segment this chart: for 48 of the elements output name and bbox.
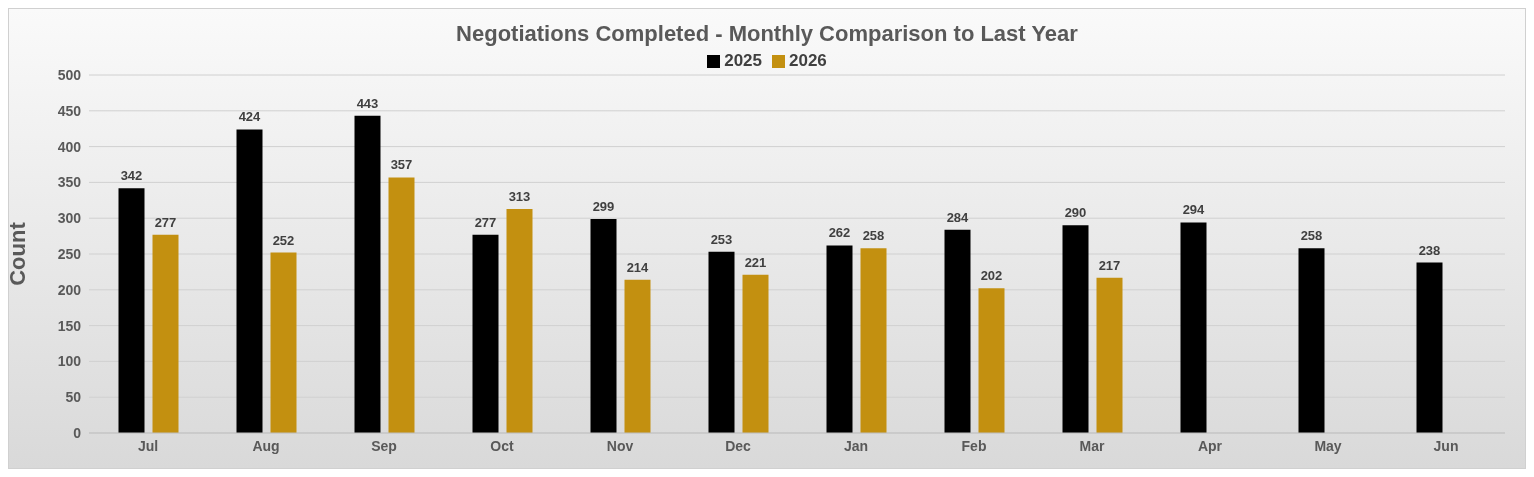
y-axis-title: Count (4, 221, 30, 286)
data-label: 313 (508, 188, 531, 204)
y-tick-label: 200 (57, 281, 82, 298)
data-label: 238 (1418, 242, 1441, 258)
y-tick-label: 0 (73, 424, 82, 441)
y-tick-label: 350 (57, 174, 82, 191)
legend-label: 2025 (724, 51, 762, 70)
data-label: 357 (390, 157, 413, 173)
data-label: 262 (828, 225, 851, 241)
x-tick-label: May (1314, 437, 1342, 454)
data-label: 424 (238, 109, 262, 125)
y-tick-label: 300 (57, 210, 82, 227)
data-label: 252 (272, 232, 295, 248)
data-label: 290 (1064, 205, 1087, 221)
x-tick-label: Apr (1197, 437, 1223, 454)
data-label: 284 (946, 209, 970, 225)
data-label: 221 (744, 254, 767, 270)
x-tick-label: Mar (1079, 437, 1105, 454)
x-tick-label: Oct (490, 437, 514, 454)
x-tick-label: Sep (371, 437, 397, 454)
data-label: 258 (1300, 228, 1323, 244)
x-tick-label: Jan (843, 437, 869, 454)
chart-title: Negotiations Completed - Monthly Comparison to Last Year (455, 20, 1079, 48)
data-label: 253 (710, 231, 733, 247)
data-label: 214 (626, 259, 650, 275)
x-tick-label: Dec (725, 437, 752, 454)
x-tick-label: Jul (137, 437, 159, 454)
x-tick-label: Nov (606, 437, 634, 454)
data-label: 277 (154, 214, 177, 230)
y-tick-label: 100 (57, 353, 82, 370)
x-tick-label: Jun (1433, 437, 1459, 454)
data-label: 342 (120, 168, 143, 184)
data-label: 299 (592, 198, 615, 214)
data-label: 277 (474, 214, 497, 230)
y-tick-label: 500 (57, 66, 82, 83)
data-label: 294 (1182, 202, 1206, 218)
y-tick-label: 50 (65, 389, 82, 406)
y-tick-label: 250 (57, 245, 82, 262)
data-label: 217 (1098, 257, 1121, 273)
data-label: 202 (980, 268, 1003, 284)
data-label: 443 (356, 95, 379, 111)
legend-label: 2026 (789, 51, 827, 70)
y-tick-label: 150 (57, 317, 82, 334)
x-tick-label: Feb (961, 437, 987, 454)
x-tick-label: Aug (252, 437, 280, 454)
y-tick-label: 450 (57, 102, 82, 119)
data-label: 258 (862, 228, 885, 244)
y-tick-label: 400 (57, 138, 82, 155)
